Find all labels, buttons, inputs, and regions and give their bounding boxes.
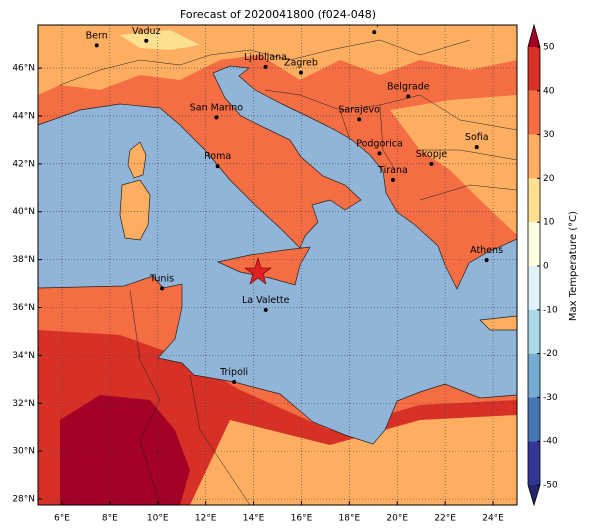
x-tick-label: 10°E [147, 514, 169, 524]
axes: 6°E 8°E 10°E 12°E 14°E 16°E 18°E 20°E 22°E 24°E 28… [12, 64, 504, 524]
title: Forecast of 2020041800 (f024-048) [180, 8, 376, 21]
x-tick-label: 20°E [386, 514, 408, 524]
colorbar: -50 -40 -30 -20 -10 0 10 20 30 40 50 [527, 23, 558, 507]
city-label: San Marino [190, 102, 243, 113]
y-tick-label: 44°N [12, 111, 35, 121]
city-label: Tunis [149, 273, 174, 284]
city-label: Podgorica [356, 138, 403, 149]
city-marker [372, 30, 377, 35]
city-label: Tripoli [219, 367, 248, 378]
y-tick-label: 28°N [12, 495, 35, 505]
city-label: Skopje [416, 149, 448, 160]
colorbar-band [528, 178, 540, 223]
colorbar-tick-label: 30 [543, 130, 555, 140]
y-tick-label: 42°N [12, 159, 35, 169]
city-marker [390, 177, 395, 182]
colorbar-band [528, 90, 540, 135]
city-marker [160, 286, 165, 291]
city-label: Zagreb [284, 58, 318, 69]
city-label: Ljubljana [244, 52, 287, 63]
sardinia [119, 179, 151, 241]
city-marker [429, 161, 434, 166]
colorbar-band [528, 266, 540, 310]
colorbar-tick-label: -10 [543, 305, 558, 315]
colorbar-band [528, 47, 540, 91]
colorbar-label: Max Temperature (°C) [568, 211, 579, 321]
colorbar-over [528, 25, 540, 47]
city-marker [406, 94, 411, 99]
city-label: Athens [470, 245, 503, 256]
city-label: La Valette [242, 295, 290, 306]
land-cold-zone [120, 30, 200, 50]
city-marker [474, 145, 479, 150]
y-tick-label: 30°N [12, 447, 35, 457]
city-marker [215, 164, 220, 169]
colorbar-band [528, 441, 540, 485]
x-tick-label: 12°E [195, 514, 217, 524]
city-label: Roma [204, 151, 231, 162]
sicily [216, 246, 311, 286]
borders [59, 39, 517, 505]
city-label: Budapest [352, 17, 397, 28]
y-tick-label: 34°N [12, 351, 35, 361]
colorbar-tick-label: 40 [543, 86, 555, 96]
x-tick-label: 22°E [434, 514, 456, 524]
star-marker [244, 256, 272, 285]
colorbar-band [528, 134, 540, 179]
colorbar-tick-label: 20 [543, 174, 555, 184]
x-tick-label: 14°E [243, 514, 265, 524]
land-cool-zone [390, 95, 517, 235]
city-marker [298, 70, 303, 75]
colorbar-tick-label: 50 [543, 43, 555, 53]
x-tick-label: 16°E [291, 514, 313, 524]
colorbar-tick-label: 0 [543, 262, 549, 272]
map-frame [37, 24, 518, 506]
city-label: Belgrade [387, 81, 430, 92]
colorbar-band [528, 309, 540, 354]
city-marker [484, 258, 489, 263]
city-marker [377, 151, 382, 156]
city-marker [232, 379, 237, 384]
colorbar-band [528, 222, 540, 266]
x-tick-label: 18°E [339, 514, 361, 524]
grid [38, 25, 517, 505]
corsica [127, 141, 147, 179]
y-tick-label: 38°N [12, 255, 35, 265]
y-tick-label: 46°N [12, 64, 35, 74]
city-label: Sofia [465, 132, 489, 143]
land-cool-zone [190, 415, 517, 505]
y-tick-label: 36°N [12, 303, 35, 313]
city-marker [263, 64, 268, 69]
colorbar-under [528, 485, 540, 505]
city-label: Tirana [377, 165, 408, 176]
colorbar-tick-label: -40 [543, 437, 558, 447]
city-marker [144, 38, 149, 43]
x-tick-label: 8°E [102, 514, 118, 524]
colorbar-band [528, 353, 540, 398]
colorbar-tick-label: -30 [543, 393, 558, 403]
crete [479, 315, 517, 331]
x-tick-label: 6°E [54, 514, 70, 524]
y-tick-label: 32°N [12, 399, 35, 409]
land-hottest-zone [60, 395, 190, 505]
city-label: Bern [86, 30, 108, 41]
city-label: Vaduz [132, 26, 161, 37]
colorbar-tick-label: -50 [543, 481, 558, 491]
y-tick-label: 40°N [12, 207, 35, 217]
city-marker [94, 43, 99, 48]
colorbar-band [528, 397, 540, 442]
colorbar-tick-label: -20 [543, 349, 558, 359]
city-marker [214, 115, 219, 120]
colorbar-tick-label: 10 [543, 218, 555, 228]
x-tick-label: 24°E [482, 514, 504, 524]
city-label: Sarajevo [338, 104, 380, 115]
city-marker [263, 307, 268, 312]
city-marker [357, 117, 362, 122]
